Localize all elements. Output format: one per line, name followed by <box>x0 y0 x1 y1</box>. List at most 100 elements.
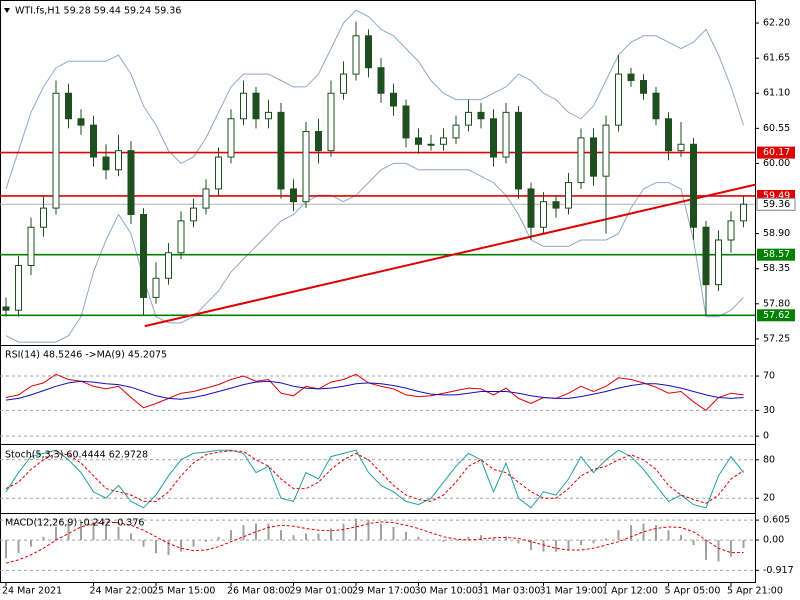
x-tick-label: 30 Mar 10:00 <box>415 586 478 597</box>
x-tick-label: 31 Mar 19:00 <box>540 586 603 597</box>
candle-body <box>315 131 322 152</box>
candle-body <box>290 188 297 203</box>
candle-body <box>465 111 472 126</box>
candle-body <box>552 201 560 209</box>
candle-body <box>115 150 122 171</box>
candle-body <box>515 111 522 190</box>
candle-body <box>477 111 485 120</box>
candle-body <box>52 92 60 209</box>
symbol-menu-arrow[interactable] <box>4 8 10 13</box>
candle-body <box>540 201 547 228</box>
x-tick-label: 31 Mar 03:00 <box>477 586 540 597</box>
candle-body <box>40 207 47 228</box>
candle-body <box>165 252 172 279</box>
last-price-box <box>756 197 796 211</box>
candle-body <box>665 118 672 152</box>
candle-body <box>727 220 735 241</box>
candle-body <box>577 137 585 184</box>
x-tick-label: 25 Mar 15:00 <box>152 586 215 597</box>
level-label: 57.62 <box>763 310 790 321</box>
chart-title: WTI.fs,H1 59.28 59.44 59.24 59.36 <box>15 6 181 17</box>
candle-body <box>440 137 447 145</box>
y-tick-label: 57.80 <box>763 298 790 309</box>
candle-body <box>65 92 72 120</box>
x-tick-label: 24 Mar 2021 <box>2 586 62 597</box>
candle-body <box>615 73 622 126</box>
candle-body <box>390 92 397 107</box>
macd-title: MACD(12,26,9) -0.242 -0.376 <box>5 518 144 529</box>
x-tick-label: 5 Apr 05:00 <box>665 586 721 597</box>
y-tick-label: 60.00 <box>763 158 790 169</box>
candle-body <box>202 188 210 209</box>
candle-body <box>502 111 510 158</box>
candle-body <box>15 265 22 311</box>
candle-body <box>490 118 497 158</box>
y-tick-label: 70 <box>763 371 775 382</box>
candle-body <box>702 226 710 286</box>
candle-body <box>590 137 597 177</box>
candle-body <box>452 124 460 139</box>
x-tick-label: 29 Mar 17:00 <box>352 586 415 597</box>
candle-body <box>527 188 535 228</box>
candle-body <box>427 143 435 146</box>
candle-body <box>240 92 247 120</box>
candle-body <box>415 137 422 145</box>
y-tick-label: 0 <box>763 431 769 442</box>
candle-body <box>2 306 10 311</box>
indicator-line <box>5 449 744 509</box>
candle-body <box>340 73 347 94</box>
y-tick-label: 0.00 <box>763 535 784 546</box>
candle-body <box>677 143 685 152</box>
candle-body <box>640 79 647 94</box>
y-tick-label: 80 <box>763 454 775 465</box>
y-tick-label: 61.10 <box>763 88 790 99</box>
y-tick-label: 61.65 <box>763 53 790 64</box>
candle-body <box>265 111 272 120</box>
indicator-line <box>5 521 744 564</box>
candle-body <box>690 143 697 228</box>
candle-body <box>252 92 260 120</box>
level-label-box <box>757 146 795 159</box>
y-tick-label: 20 <box>763 493 775 504</box>
candle-body <box>190 207 197 222</box>
x-tick-label: 29 Mar 01:00 <box>290 586 353 597</box>
y-tick-label: 60.55 <box>763 123 790 134</box>
x-tick-label: 1 Apr 12:00 <box>602 586 658 597</box>
candle-body <box>602 124 610 177</box>
candle-body <box>740 203 747 222</box>
trendline <box>144 183 757 328</box>
x-tick-label: 24 Mar 22:00 <box>90 586 153 597</box>
y-tick-label: 58.90 <box>763 228 790 239</box>
level-label: 60.17 <box>763 147 790 158</box>
stoch-title: Stoch(5,3,3) 60.4444 62.9728 <box>5 450 148 461</box>
candle-body <box>215 156 222 190</box>
candle-body <box>652 92 660 120</box>
x-tick-label: 5 Apr 21:00 <box>727 586 783 597</box>
candle-body <box>352 35 360 75</box>
candle-body <box>77 118 85 126</box>
y-tick-label: 0.605 <box>763 515 790 526</box>
candle-body <box>715 239 722 286</box>
candle-body <box>90 124 97 158</box>
bollinger-band <box>5 162 744 343</box>
candle-body <box>627 73 635 81</box>
candle-body <box>27 226 35 267</box>
candle-body <box>227 118 235 158</box>
candle-body <box>177 220 185 254</box>
y-tick-label: -0.917 <box>763 565 794 576</box>
candle-body <box>365 35 372 69</box>
candle-body <box>402 105 410 139</box>
level-label: 59.49 <box>763 190 790 201</box>
candle-body <box>140 213 147 298</box>
candle-body <box>377 67 385 94</box>
indicator-line <box>5 373 744 412</box>
candle-body <box>127 150 135 215</box>
candle-body <box>565 182 572 209</box>
y-tick-label: 57.25 <box>763 333 790 344</box>
indicator-line <box>5 450 744 504</box>
candle-body <box>152 277 160 298</box>
candle-body <box>277 111 285 190</box>
